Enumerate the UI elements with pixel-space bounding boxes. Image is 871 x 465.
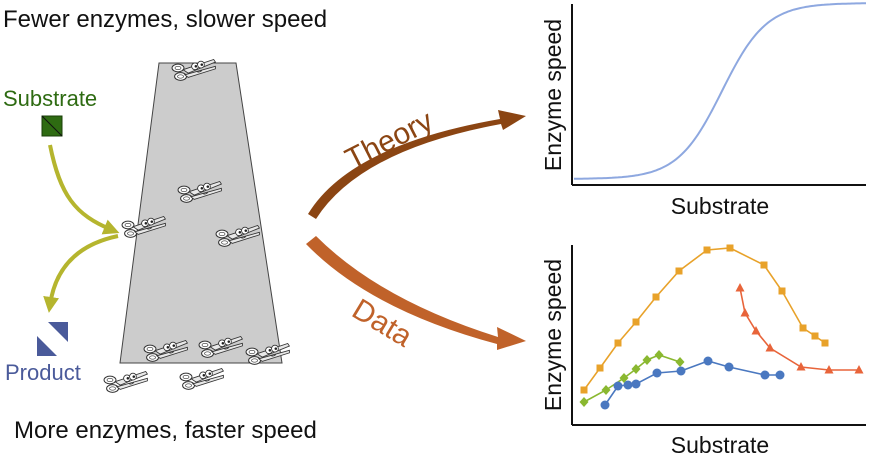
product-label: Product [5,360,81,385]
scissors-icon [179,367,224,390]
data-point-square [614,339,622,347]
data-point-square [652,293,660,301]
data-point-square [726,244,734,252]
data-xlabel: Substrate [671,432,769,458]
data-series-layer [579,244,864,410]
data-point-triangle [735,283,745,292]
data-point-triangle [765,343,775,352]
data-point-diamond [631,364,641,374]
data-ylabel: Enzyme speed [540,259,566,411]
data-point-circle [623,380,633,390]
theory-curve [574,2,866,180]
data-point-circle [600,400,610,410]
data-point-diamond [675,357,685,367]
product-out-arrow [43,234,119,313]
data-point-triangle [854,365,864,374]
data-point-square [580,386,588,394]
data-point-triangle [751,326,761,335]
data-point-square [778,287,786,295]
theory-arrow [308,110,526,219]
data-point-circle [703,356,713,366]
substrate-label: Substrate [3,86,97,111]
top-caption: Fewer enzymes, slower speed [3,6,327,33]
data-point-diamond [619,373,629,383]
data-point-diamond [654,350,664,360]
data-point-diamond [579,397,589,407]
scissors-icon [103,370,148,393]
substrate-in-arrow [48,144,120,235]
data-point-square [675,267,683,275]
data-point-triangle [824,365,834,374]
series-line-circle [604,360,780,406]
theory-xlabel: Substrate [671,193,769,219]
data-point-square [821,339,829,347]
data-point-triangle [796,362,806,371]
series-line-diamond [583,354,681,403]
substrate-square-icon [41,115,63,137]
data-point-diamond [601,385,611,395]
data-point-circle [652,368,662,378]
theory-chart: Enzyme speed Substrate [540,2,866,219]
data-point-circle [631,379,641,389]
data-point-square [760,261,768,269]
theory-ylabel: Enzyme speed [540,19,566,171]
enzyme-column [119,62,283,364]
data-point-triangle [740,308,750,317]
data-point-circle [760,370,770,380]
data-point-circle [676,366,686,376]
data-arrow [306,236,526,350]
data-point-circle [613,381,623,391]
data-chart: Enzyme speed Substrate [540,244,866,458]
theory-label: Theory [340,104,438,176]
data-point-square [632,318,640,326]
data-point-square [703,246,711,254]
data-point-square [799,324,807,332]
product-triangles-icon [37,322,68,356]
data-point-circle [775,370,785,380]
series-line-square [583,247,826,391]
data-point-circle [724,362,734,372]
data-point-square [596,364,604,372]
bottom-caption: More enzymes, faster speed [14,417,317,444]
data-point-diamond [642,355,652,365]
data-point-square [811,332,819,340]
